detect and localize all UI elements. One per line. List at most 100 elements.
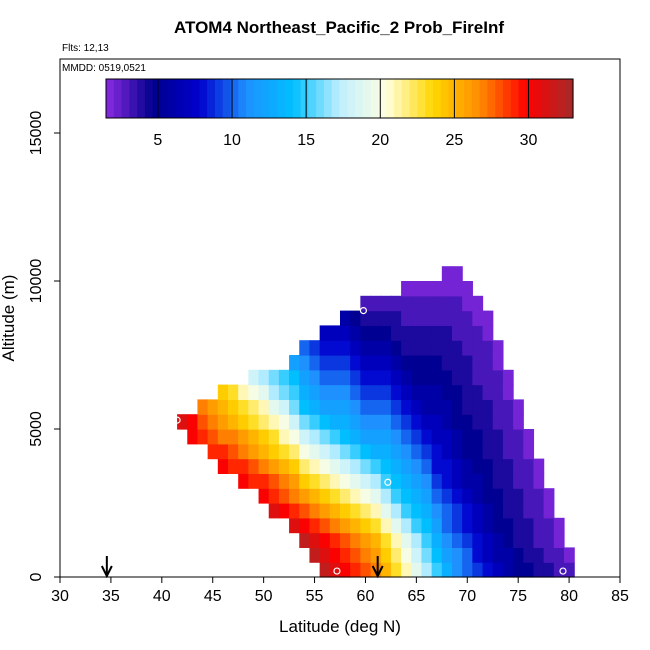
heatmap-cell [340,310,351,326]
heatmap-cell [360,473,372,489]
heatmap-cell [441,399,453,415]
heatmap-cell [217,443,229,460]
heatmap-cell [431,340,443,356]
heatmap-cell [452,503,463,519]
heatmap-cell [309,369,321,386]
heatmap-cell [309,532,321,548]
heatmap-cell [411,295,423,312]
heatmap-cell [238,458,249,474]
heatmap-cell [502,458,514,474]
heatmap-cell [401,458,412,474]
heatmap-cell [421,355,433,371]
colorbar-swatch [214,79,224,118]
heatmap-cell [258,429,270,445]
heatmap-cell [309,503,321,519]
heatmap-cell [482,503,494,519]
heatmap-cell [390,517,402,534]
heatmap-cell [207,443,219,460]
heatmap-cell [238,414,249,430]
heatmap-cell [340,443,351,460]
heatmap-cell [462,295,473,312]
heatmap-cell [441,281,453,297]
heatmap-cell [452,562,463,578]
heatmap-cell [289,458,300,474]
heatmap-cell [177,414,188,430]
heatmap-cell [431,355,443,371]
heatmap-cell [441,384,453,400]
heatmap-cell [289,355,300,371]
heatmap-cell [360,562,372,578]
heatmap-cell [329,355,341,371]
colorbar-swatch [487,79,496,118]
colorbar-swatch [557,79,566,118]
y-tick-label: 15000 [28,111,45,156]
colorbar-swatch [510,79,520,118]
heatmap-cell [319,355,331,371]
heatmap-cell [329,473,341,489]
y-tick-label: 10000 [28,259,45,304]
heatmap-cell [401,325,412,341]
heatmap-cell [329,517,341,534]
heatmap-cell [360,325,372,341]
heatmap-cell [228,414,239,430]
heatmap-cell [452,443,463,460]
heatmap-cell [350,369,361,386]
heatmap-cell [248,369,260,386]
heatmap-cell [472,414,484,430]
heatmap-cell [421,562,433,578]
colorbar-tick-label: 5 [153,132,162,149]
colorbar-swatch [541,79,551,118]
heatmap-cell [472,399,484,415]
heatmap-cell [350,429,361,445]
heatmap-cell [492,355,504,371]
heatmap-cell [411,355,423,371]
heatmap-cell [319,414,331,430]
heatmap-cell [441,547,453,563]
heatmap-cell [319,503,331,519]
heatmap-cell [309,399,321,415]
heatmap-cell [340,458,351,474]
heatmap-cell [411,458,423,474]
x-tick-label: 70 [458,588,476,605]
colorbar-swatch [417,79,426,118]
colorbar-swatch [246,79,255,118]
heatmap-cell [533,532,545,548]
flight-marker [559,567,567,575]
heatmap-cell [462,369,473,386]
heatmap-cell [360,488,372,504]
heatmap-cell [228,443,239,460]
colorbar-swatch [432,79,442,118]
heatmap-cell [523,532,535,548]
heatmap-cell [421,281,433,297]
heatmap-cell [472,369,484,386]
heatmap-cell [380,517,392,534]
heatmap-cell [462,355,473,371]
colorbar-swatch [518,79,527,118]
colorbar-swatch [261,79,271,118]
heatmap-cell [533,517,545,534]
heatmap-cell [472,429,484,445]
heatmap-cell [268,503,280,519]
colorbar-swatch [549,79,559,118]
heatmap-cell [411,443,423,460]
heatmap-cell [401,503,412,519]
heatmap-cell [350,473,361,489]
heatmap-cell [502,473,514,489]
colorbar-tick-label: 10 [223,132,241,149]
heatmap-cell [502,399,514,415]
heatmap-cell [431,473,443,489]
colorbar-swatch [425,79,434,118]
heatmap-cell [502,547,514,563]
heatmap-cell [482,488,494,504]
x-tick-label: 45 [204,588,222,605]
colorbar-swatch [238,79,247,118]
heatmap-cell [278,503,290,519]
heatmap-cell [411,384,423,400]
heatmap-cell [217,399,229,415]
heatmap-cell [340,399,351,415]
heatmap-cell [523,458,535,474]
heatmap-cell [472,340,484,356]
heatmap-cell [289,473,300,489]
heatmap-cell [268,458,280,474]
x-tick-label: 50 [255,588,273,605]
